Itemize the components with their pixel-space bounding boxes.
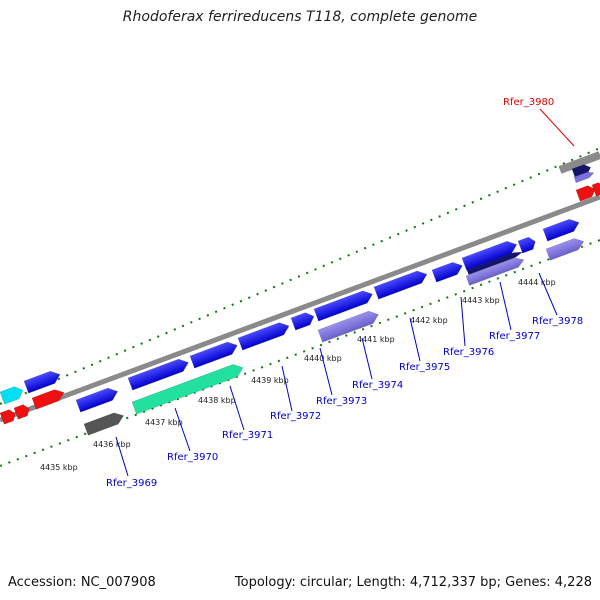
gene-arrow-p <box>466 251 524 276</box>
rrna-arrow <box>131 364 244 415</box>
kbp-tick-label: 4436 kbp <box>93 440 131 449</box>
accession-text: Accession: NC_007908 <box>8 575 156 590</box>
gene-arrow-j <box>542 218 580 242</box>
cyan-arrow <box>0 386 24 405</box>
kbp-tick-label: 4435 kbp <box>40 463 78 472</box>
gene-label[interactable]: Rfer_3973 <box>316 396 367 407</box>
gene-label-leader <box>499 281 512 331</box>
red-arrow-e <box>591 182 600 197</box>
gene-label-leader <box>409 317 421 362</box>
gene-label[interactable]: Rfer_3971 <box>222 430 273 441</box>
gene-label[interactable]: Rfer_3978 <box>532 316 583 327</box>
gene-label[interactable]: Rfer_3975 <box>399 362 450 373</box>
kbp-tick-label: 4442 kbp <box>410 316 448 325</box>
gene-label[interactable]: Rfer_3972 <box>270 411 321 422</box>
gene-arrow-k <box>75 387 119 413</box>
gene-label[interactable]: Rfer_3980 <box>503 97 554 108</box>
map-title: Rhodoferax ferrireducens T118, complete … <box>122 9 478 25</box>
kbp-tick-label: 4444 kbp <box>518 278 556 287</box>
kbp-tick-label: 4443 kbp <box>462 296 500 305</box>
gene-arrow-r <box>573 171 595 183</box>
gene-arrow-i <box>517 236 536 254</box>
gene-label[interactable]: Rfer_3970 <box>167 452 218 463</box>
gene-arrow-m <box>317 310 379 343</box>
gene-arrow-g <box>431 262 463 283</box>
gene-arrow-n <box>465 257 525 286</box>
gene-labels: Rfer_3969 Rfer_3970 Rfer_3971 Rfer_3972 Rfer… <box>106 97 583 489</box>
gene-arrow-c <box>237 322 290 351</box>
gene-arrow-e <box>313 290 373 322</box>
gene-label-leader <box>361 337 373 380</box>
gene-arrow-b <box>189 341 238 369</box>
red-arrow-b <box>13 404 30 420</box>
gene-arrow-d <box>290 312 315 331</box>
red-arrow-c <box>31 389 65 410</box>
kbp-tick-label: 4439 kbp <box>251 376 289 385</box>
kbp-tick-label: 4438 kbp <box>198 396 236 405</box>
gene-label-leader <box>538 272 558 316</box>
gene-arrow-h <box>461 241 518 271</box>
red-arrow-d <box>575 185 596 202</box>
genome-backbone <box>0 194 600 423</box>
gene-arrow-f <box>373 270 428 300</box>
gene-label[interactable]: Rfer_3976 <box>443 347 494 358</box>
gene-label-leader <box>281 365 293 412</box>
gene-label-leader <box>539 108 575 147</box>
gene-label[interactable]: Rfer_3969 <box>106 478 157 489</box>
gene-label-leader <box>229 385 245 431</box>
gene-arrow-o <box>545 238 585 261</box>
trna-arrow <box>83 412 124 436</box>
gene-label-leader <box>319 347 333 396</box>
gene-label-leader <box>174 407 191 452</box>
kbp-tick-label: 4437 kbp <box>145 418 183 427</box>
genome-summary-text: Topology: circular; Length: 4,712,337 bp… <box>234 575 592 590</box>
genome-backbone-top <box>558 151 600 174</box>
gene-label-leader <box>115 436 129 477</box>
outer-tick-track <box>0 147 600 405</box>
gene-label[interactable]: Rfer_3974 <box>352 380 403 391</box>
gene-arrow-a <box>127 358 189 391</box>
red-arrow-a <box>0 409 16 425</box>
gene-label[interactable]: Rfer_3977 <box>489 331 540 342</box>
gene-arrow-l <box>23 370 61 394</box>
kbp-tick-label: 4441 kbp <box>357 335 395 344</box>
gene-label-leader <box>460 296 466 347</box>
gene-features <box>0 164 600 436</box>
